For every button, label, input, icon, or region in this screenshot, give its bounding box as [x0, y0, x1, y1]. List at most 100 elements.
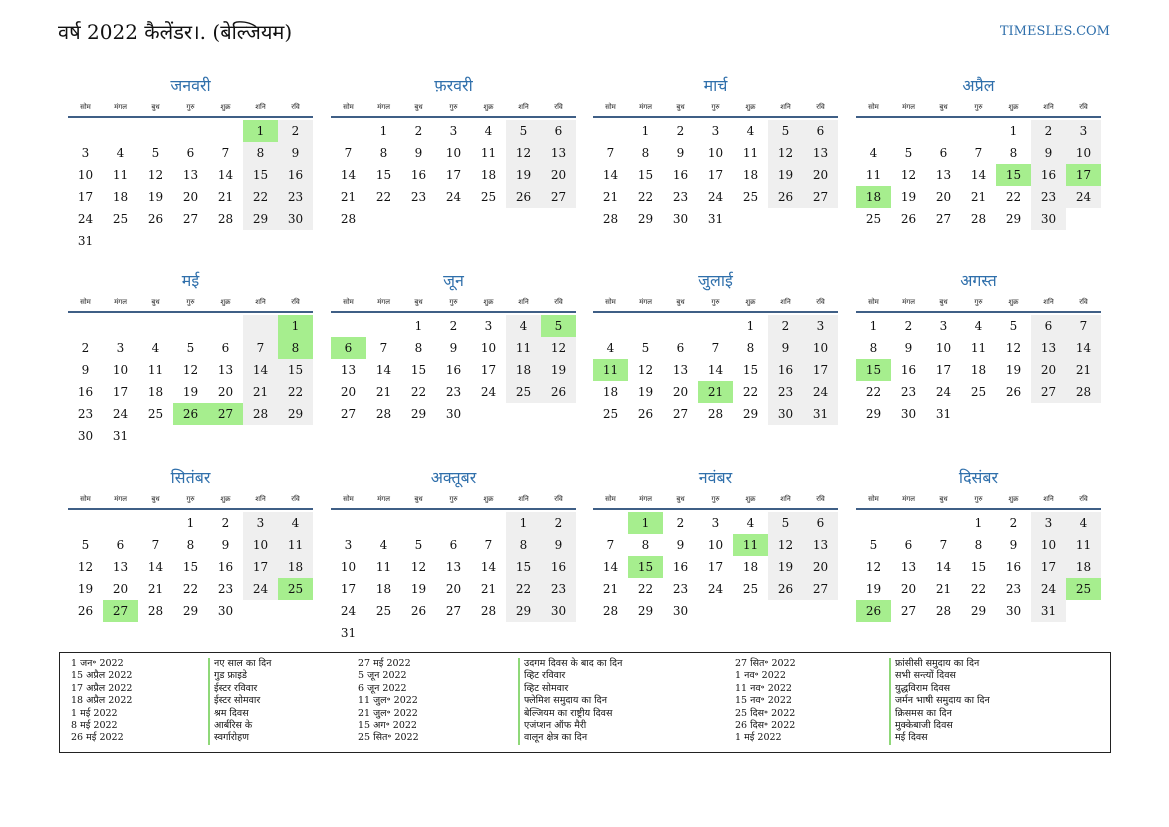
day-cell: 22	[742, 385, 759, 399]
day-cell: 19	[768, 164, 803, 186]
day-cell: 8	[506, 534, 541, 556]
weekday-label: सोम	[605, 298, 616, 306]
day-cell: 22	[410, 385, 427, 399]
weekday-label: रवि	[816, 495, 825, 503]
day-cell: 16	[77, 385, 94, 399]
day-cell: 17	[340, 582, 357, 596]
day-cell: 1	[1009, 124, 1018, 138]
day-cell: 24	[707, 582, 724, 596]
day-cell: 29	[243, 208, 278, 230]
day-cell: 27	[182, 212, 199, 226]
empty-cell	[926, 512, 961, 534]
day-cell: 27	[935, 212, 952, 226]
day-cell: 11	[970, 341, 987, 355]
day-cell: 23	[900, 385, 917, 399]
day-cell: 16	[217, 560, 234, 574]
month-2: फ़रवरी सोम मंगल बुध गुरु शुक्र शनि रवि 1 2 3 4 5 6 7 8 9…	[331, 68, 576, 230]
day-cell: 6	[186, 146, 195, 160]
month-name: मई	[181, 271, 200, 290]
day-cell: 10	[340, 560, 357, 574]
month-1: जनवरी सोम मंगल बुध गुरु शुक्र शनि रवि 1 2 3 4 5 6 7 8 9 1…	[68, 68, 313, 252]
holiday-name: मई दिवस	[889, 732, 928, 745]
weekday-label: गुरु	[186, 495, 195, 503]
page-title: वर्ष 2022 कैलेंडर।. (बेल्जियम)	[58, 20, 293, 44]
day-cell: 1	[974, 516, 983, 530]
day-cell: 28	[340, 212, 357, 226]
day-cell: 15	[182, 560, 199, 574]
day-cell: 16	[1005, 560, 1022, 574]
day-cell: 26	[506, 186, 541, 208]
day-cell: 28	[602, 212, 619, 226]
day-cell: 10	[480, 341, 497, 355]
day-cell: 30	[768, 403, 803, 425]
day-cell: 30	[672, 212, 689, 226]
day-cell: 10	[445, 146, 462, 160]
day-cell: 12	[147, 168, 164, 182]
day-cell: 8	[641, 146, 650, 160]
day-cell: 14	[707, 363, 724, 377]
weekday-label: शनि	[255, 495, 266, 503]
day-cell: 8	[243, 142, 278, 164]
weekday-label: शनि	[1043, 103, 1054, 111]
day-cell: 21	[480, 582, 497, 596]
day-cell: 4	[869, 146, 878, 160]
day-cell: 21	[147, 582, 164, 596]
weekday-label: सोम	[343, 298, 354, 306]
weekday-label: गुरु	[449, 298, 458, 306]
holiday-date: 15 अग॰ 2022	[358, 720, 417, 731]
holiday-day-cell: 27	[208, 403, 243, 425]
day-cell: 9	[414, 146, 423, 160]
day-cell: 22	[970, 582, 987, 596]
day-cell: 6	[676, 341, 685, 355]
day-cell: 27	[1031, 381, 1066, 403]
day-cell: 21	[935, 582, 952, 596]
day-cell: 9	[278, 142, 313, 164]
holiday-name: स्वर्गारोहण	[208, 732, 249, 745]
day-grid: 1 2 3 4 5 6 7 8 9 10 11 12 13 14 15 16 17 18 19 20 21 22 23 24 2…	[68, 118, 313, 252]
month-name: मार्च	[703, 76, 728, 95]
holiday-date: 11 जुल॰ 2022	[358, 695, 418, 707]
day-cell: 23	[217, 582, 234, 596]
weekday-label: शुक्र	[220, 495, 231, 503]
weekday-label: मंगल	[114, 495, 127, 503]
day-cell: 5	[414, 538, 423, 552]
day-cell: 28	[217, 212, 234, 226]
holiday-day-cell: 17	[1066, 164, 1101, 186]
day-cell: 13	[182, 168, 199, 182]
site-link[interactable]: TIMESLES.COM	[999, 24, 1110, 39]
day-cell: 19	[410, 582, 427, 596]
holiday-name: वालून क्षेत्र का दिन	[518, 732, 587, 745]
weekday-label: बुध	[151, 495, 160, 503]
day-cell: 23	[445, 385, 462, 399]
day-cell: 19	[1005, 363, 1022, 377]
day-cell: 28	[970, 212, 987, 226]
day-cell: 9	[81, 363, 90, 377]
day-cell: 4	[746, 516, 755, 530]
day-cell: 14	[935, 560, 952, 574]
day-cell: 30	[217, 604, 234, 618]
holiday-name: बेल्जियम का राष्ट्रीय दिवस	[518, 707, 612, 720]
day-cell: 7	[221, 146, 230, 160]
holiday-date: 1 मई 2022	[71, 707, 118, 719]
day-cell: 25	[970, 385, 987, 399]
day-cell: 5	[506, 120, 541, 142]
day-cell: 27	[672, 407, 689, 421]
day-cell: 15	[410, 363, 427, 377]
day-cell: 16	[768, 359, 803, 381]
day-cell: 7	[606, 538, 615, 552]
empty-cell	[331, 315, 366, 337]
weekday-label: शुक्र	[1008, 495, 1019, 503]
day-cell: 22	[506, 578, 541, 600]
day-cell: 7	[243, 337, 278, 359]
day-cell: 28	[480, 604, 497, 618]
day-cell: 6	[803, 512, 838, 534]
weekday-label: गुरु	[449, 103, 458, 111]
day-cell: 1	[379, 124, 388, 138]
day-cell: 6	[541, 120, 576, 142]
day-cell: 3	[449, 124, 458, 138]
holiday-day-cell: 25	[1066, 578, 1101, 600]
day-cell: 18	[480, 168, 497, 182]
day-cell: 24	[1066, 186, 1101, 208]
day-cell: 5	[186, 341, 195, 355]
empty-cell	[103, 120, 138, 142]
